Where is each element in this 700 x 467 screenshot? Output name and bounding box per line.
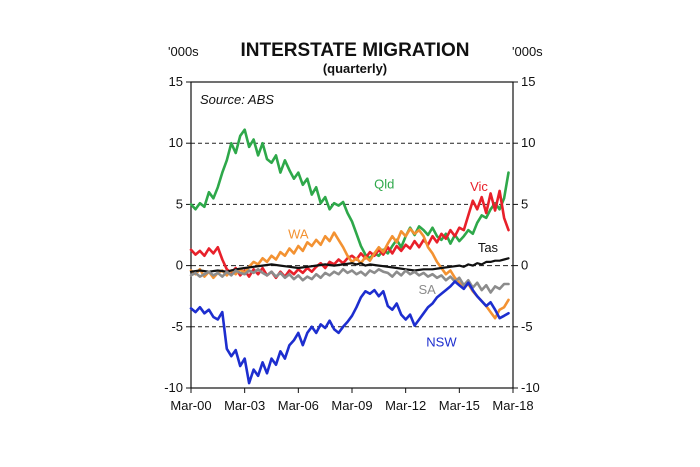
series-line-nsw: [189, 280, 510, 385]
x-axis-ticks: Mar-00 Mar-03 Mar-06 Mar-09 Mar-12 Mar-15 Mar-…: [170, 388, 534, 413]
y-tick-label-left: -5: [171, 319, 183, 334]
series-label-nsw: NSW: [426, 334, 457, 349]
series-lines: [189, 128, 510, 385]
y-tick-label-left: 10: [169, 135, 183, 150]
source-note: Source: ABS: [200, 92, 274, 107]
series-line-qld: [189, 128, 510, 260]
right-unit-label: '000s: [512, 44, 543, 59]
series-label-vic: Vic: [470, 179, 488, 194]
y-tick-label-right: -5: [521, 319, 533, 334]
y-axis-ticks: -10 -10 -5 -5 0 0 5 5 10 10 15 15: [164, 74, 540, 395]
chart-subtitle: (quarterly): [323, 61, 387, 76]
series-label-qld: Qld: [374, 176, 394, 191]
y-tick-label-right: 15: [521, 74, 535, 89]
x-tick-label: Mar-12: [385, 398, 426, 413]
y-tick-label-left: -10: [164, 380, 183, 395]
y-tick-label-right: 10: [521, 135, 535, 150]
x-tick-label: Mar-00: [170, 398, 211, 413]
series-line-tas: [189, 257, 510, 273]
y-tick-label-left: 5: [176, 196, 183, 211]
series-line-wa: [189, 227, 510, 320]
x-tick-label: Mar-18: [492, 398, 533, 413]
x-tick-label: Mar-03: [224, 398, 265, 413]
chart-title: INTERSTATE MIGRATION: [240, 40, 469, 61]
x-tick-label: Mar-15: [439, 398, 480, 413]
y-tick-label-left: 15: [169, 74, 183, 89]
x-tick-label: Mar-09: [331, 398, 372, 413]
series-line-sa: [189, 268, 510, 294]
y-tick-label-right: -10: [521, 380, 540, 395]
series-label-wa: WA: [288, 227, 309, 242]
left-unit-label: '000s: [168, 44, 199, 59]
series-label-tas: Tas: [478, 240, 499, 255]
series-labels: Qld Vic WA Tas SA NSW: [288, 176, 498, 349]
x-tick-label: Mar-06: [278, 398, 319, 413]
series-label-sa: SA: [418, 282, 436, 297]
y-tick-label-left: 0: [176, 258, 183, 273]
y-tick-label-right: 0: [521, 258, 528, 273]
y-tick-label-right: 5: [521, 196, 528, 211]
